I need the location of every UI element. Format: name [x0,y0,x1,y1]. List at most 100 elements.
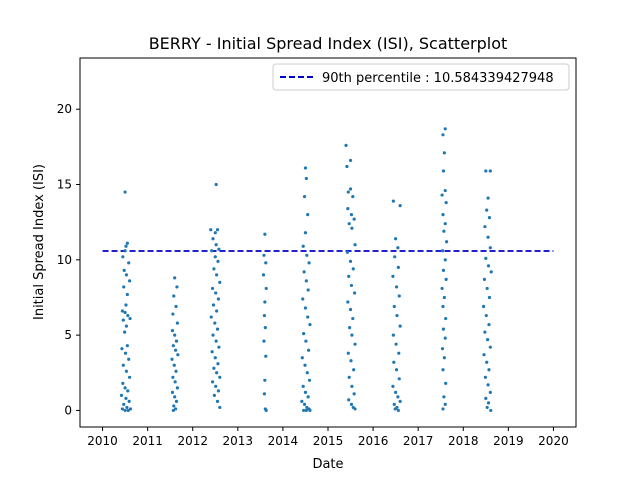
x-tick-label: 2014 [268,434,299,448]
data-point [124,273,129,277]
data-point [443,188,447,193]
data-point [263,378,267,382]
data-point [440,193,444,197]
data-point [394,285,399,289]
data-point [304,176,308,181]
data-point [302,270,306,274]
data-point [441,213,445,217]
data-point [301,384,305,388]
data-point [124,244,128,248]
data-point [441,327,446,331]
data-point [488,246,492,250]
x-tick-label: 2013 [223,434,254,448]
data-point [126,408,130,413]
data-point [211,303,216,307]
data-point [123,330,127,334]
data-point [488,169,492,173]
data-point [212,267,216,271]
data-point [264,286,268,291]
data-point [396,395,400,399]
data-point [302,408,306,413]
data-point [262,253,266,257]
data-point [300,399,304,403]
x-tick-label: 2020 [538,434,569,448]
data-point [444,240,449,244]
data-point [353,407,357,411]
data-point [444,200,448,205]
data-point [303,363,307,367]
data-point [348,325,352,330]
data-point [172,404,176,408]
data-point [442,229,446,233]
data-point [123,190,127,194]
data-point [264,261,268,265]
data-point [120,347,124,351]
data-point [440,249,445,253]
data-point [391,274,395,278]
data-point [394,342,398,346]
data-point [263,325,267,330]
data-point [218,280,222,285]
data-point [210,286,215,291]
data-point [442,295,446,300]
data-point [347,398,351,402]
data-point [304,279,308,283]
data-point [396,265,400,269]
data-point [487,368,491,372]
data-point [127,357,131,361]
data-point [170,329,175,333]
data-point [175,285,179,289]
data-point [346,190,350,194]
data-point [396,408,400,413]
data-point [398,324,402,328]
data-point [481,304,486,309]
data-point [209,228,213,232]
data-point [306,288,310,292]
data-point [124,369,129,373]
legend-box [272,63,570,91]
chart-title: BERRY - Initial Spread Index (ISI), Scat… [149,34,508,53]
data-point [172,294,176,298]
data-point [122,285,126,289]
data-point [482,277,487,281]
data-point [349,402,354,407]
data-point [128,316,132,321]
data-point [216,259,220,263]
data-point [126,313,130,318]
data-point [174,339,179,343]
data-point [394,237,398,241]
data-point [305,405,309,410]
data-point [485,360,489,364]
data-point [483,375,487,379]
x-tick-label: 2015 [313,434,344,448]
data-point [262,313,267,318]
data-point [489,408,493,413]
data-point [300,356,304,360]
data-point [440,347,445,351]
data-point [308,322,312,327]
x-tick-label: 2019 [493,434,524,448]
data-point [121,318,125,322]
data-point [344,143,348,147]
data-point [351,267,355,271]
data-point [128,279,132,283]
data-point [444,381,448,385]
x-tick-label: 2012 [177,434,208,448]
data-point [121,363,125,367]
data-point [348,187,353,191]
data-point [351,194,355,199]
data-point [215,309,219,313]
data-point [486,338,490,342]
data-point [128,407,133,411]
data-point [347,375,351,379]
data-point [393,255,397,259]
data-point [302,402,307,407]
data-point [484,256,488,260]
data-point [262,339,266,343]
data-point [306,213,310,217]
data-point [210,380,215,384]
data-point [209,315,213,319]
data-point [345,250,349,254]
data-point [125,292,129,297]
data-point [306,315,310,319]
